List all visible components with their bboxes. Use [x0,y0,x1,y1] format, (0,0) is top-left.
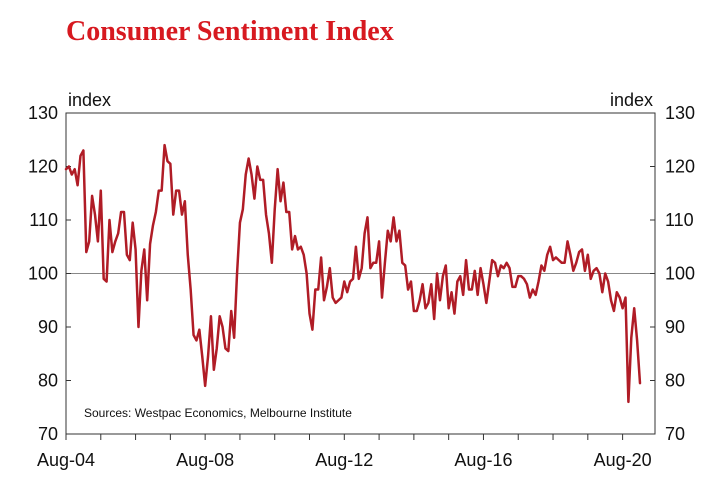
y-tick-label-right: 100 [665,264,695,284]
y-tick-label-left: 100 [28,264,58,284]
series-line-consumer-sentiment [64,143,642,404]
y-tick-label-left: 80 [38,371,58,391]
y-tick-label-left: 120 [28,157,58,177]
y-tick-label-left: 70 [38,424,58,444]
y-axis-left: 70 80 90 100 110 120 130 [28,103,71,444]
y-axis-left-label: index [68,90,111,110]
y-tick-label-right: 90 [665,317,685,337]
x-axis: Aug-04 Aug-08 Aug-12 Aug-16 Aug-20 [37,434,652,470]
y-axis-right-label: index [610,90,653,110]
x-tick-label-aug-08: Aug-08 [176,450,234,470]
y-axis-right: 70 80 90 100 110 120 130 [650,103,695,444]
y-tick-label-right: 80 [665,371,685,391]
y-tick-label-right: 130 [665,103,695,123]
y-tick-label-left: 130 [28,103,58,123]
y-tick-label-right: 120 [665,157,695,177]
y-tick-label-right: 110 [665,210,694,230]
x-tick-label-aug-04: Aug-04 [37,450,95,470]
x-tick-label-aug-20: Aug-20 [594,450,652,470]
y-tick-label-left: 90 [38,317,58,337]
x-tick-label-aug-12: Aug-12 [315,450,373,470]
source-note: Sources: Westpac Economics, Melbourne In… [84,406,352,420]
y-tick-label-left: 110 [29,210,58,230]
x-tick-label-aug-16: Aug-16 [454,450,512,470]
chart-title: Consumer Sentiment Index [66,16,394,47]
y-tick-label-right: 70 [665,424,685,444]
